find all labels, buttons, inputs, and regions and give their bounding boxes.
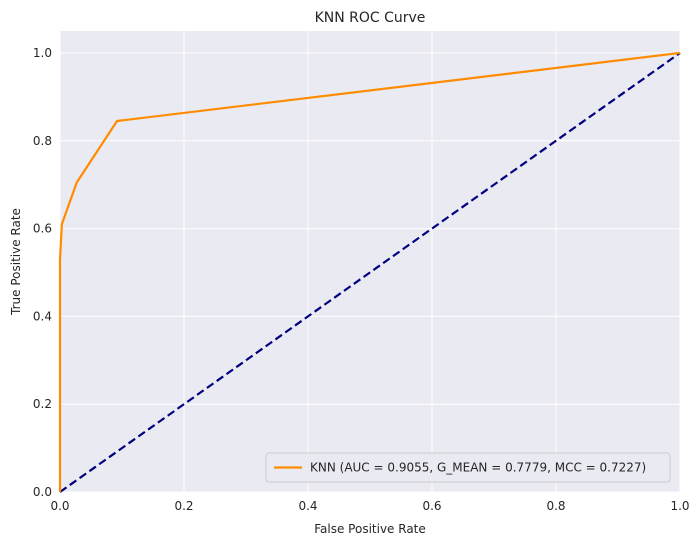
y-tick-label: 0.4 — [33, 309, 52, 323]
y-tick-label: 0.0 — [33, 485, 52, 499]
x-tick-label: 0.6 — [422, 499, 441, 513]
chart-title: KNN ROC Curve — [315, 10, 426, 26]
series-group — [58, 51, 681, 493]
y-tick-label: 1.0 — [33, 46, 52, 60]
x-tick-label: 0.2 — [174, 499, 193, 513]
x-tick-label: 0.0 — [50, 499, 69, 513]
x-tick-label: 1.0 — [670, 499, 689, 513]
x-tick-label: 0.8 — [546, 499, 565, 513]
y-axis-label: True Positive Rate — [9, 208, 23, 316]
y-tick-label: 0.2 — [33, 397, 52, 411]
chance-line — [59, 52, 681, 493]
x-tick-label: 0.4 — [298, 499, 317, 513]
legend-label-knn: KNN (AUC = 0.9055, G_MEAN = 0.7779, MCC … — [310, 461, 646, 475]
x-axis-label: False Positive Rate — [314, 522, 426, 536]
y-tick-label: 0.8 — [33, 134, 52, 148]
plot-area — [60, 31, 680, 492]
grid-lines — [59, 31, 681, 493]
tick-labels: 0.0 0.2 0.4 0.6 0.8 1.0 0.0 0.2 0.4 0.6 0.8 1.0 — [33, 46, 690, 513]
legend: KNN (AUC = 0.9055, G_MEAN = 0.7779, MCC … — [265, 452, 671, 483]
roc-curve-knn — [58, 51, 681, 492]
y-tick-label: 0.6 — [33, 222, 52, 236]
legend-box — [265, 452, 671, 483]
